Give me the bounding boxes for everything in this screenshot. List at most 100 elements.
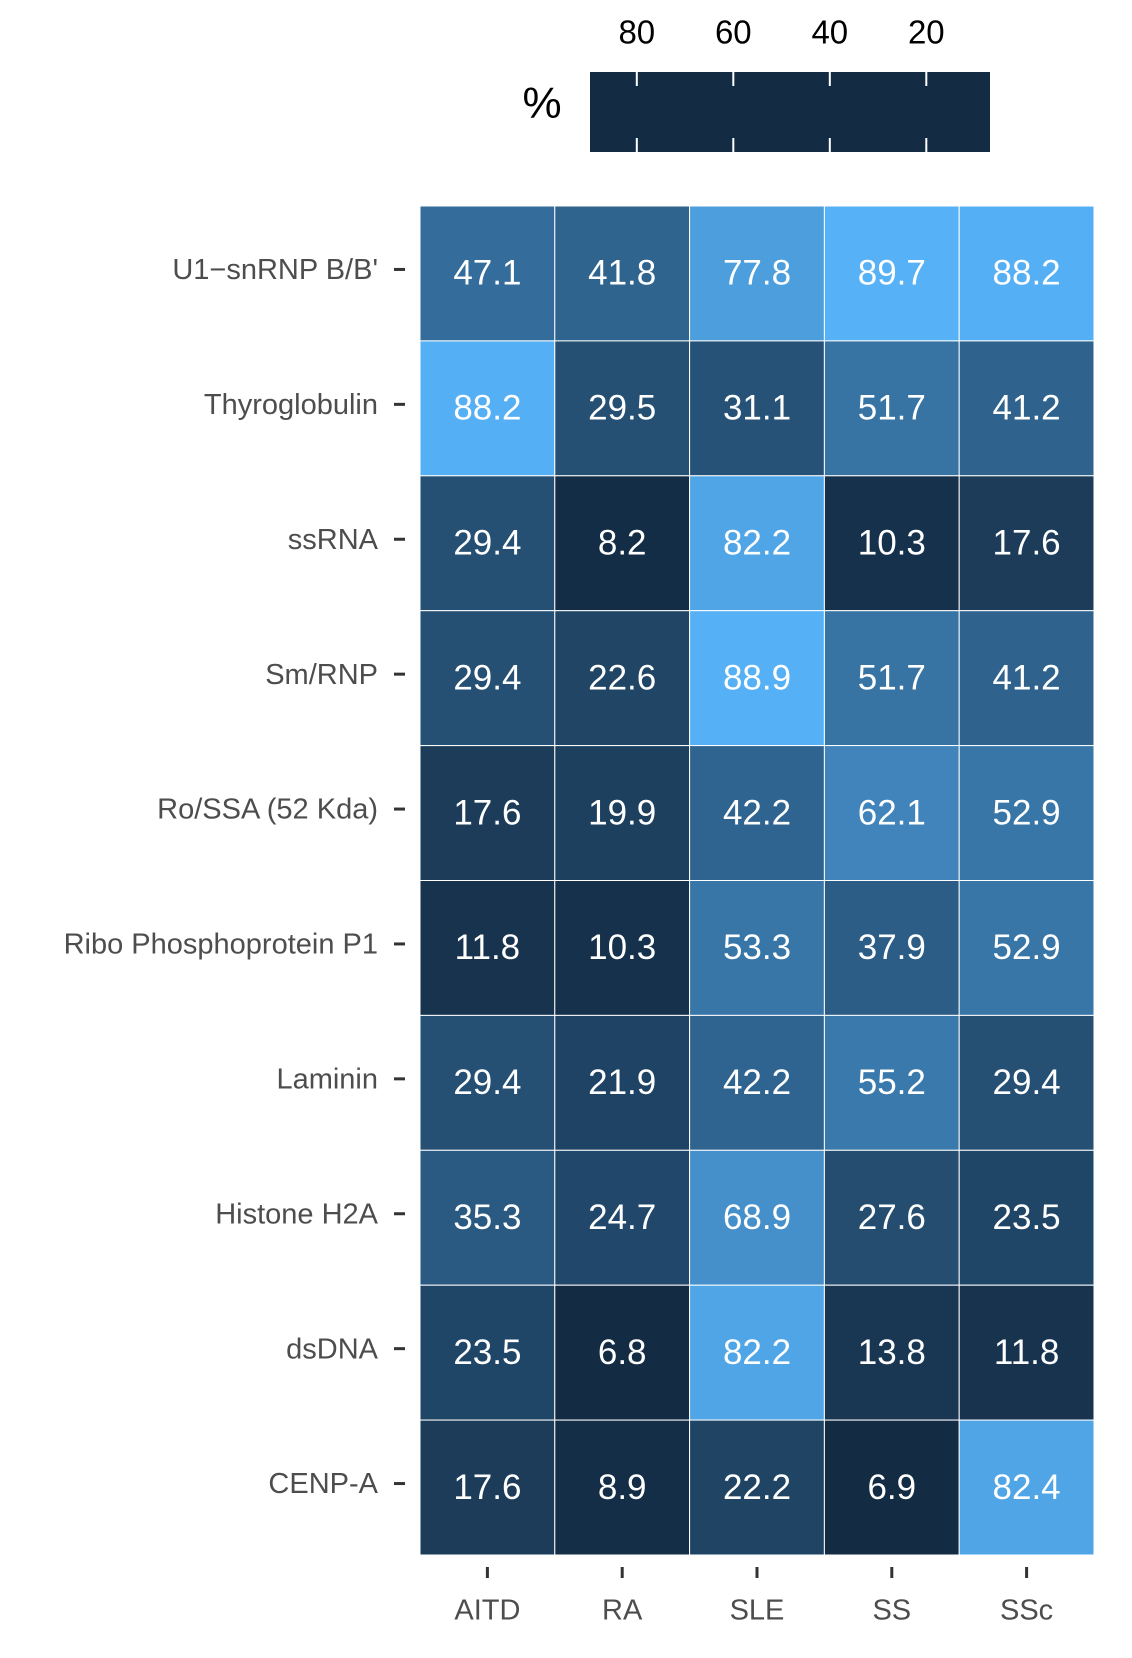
y-tick-label: Ribo Phosphoprotein P1 <box>64 929 378 961</box>
heatmap-cell <box>823 1149 960 1286</box>
cell-label: 22.6 <box>588 658 656 697</box>
cell-label: 22.2 <box>723 1468 791 1507</box>
cell-label: 42.2 <box>723 793 791 832</box>
cell-label: 55.2 <box>858 1063 926 1102</box>
cell-label: 88.2 <box>993 254 1061 293</box>
heatmap-cell <box>419 1419 556 1556</box>
cell-label: 52.9 <box>993 793 1061 832</box>
y-tick-label: dsDNA <box>286 1333 379 1365</box>
heatmap-cell <box>554 880 691 1016</box>
cell-label: 82.2 <box>723 1333 791 1372</box>
heatmap-cell <box>554 745 691 881</box>
cell-label: 88.2 <box>453 389 521 428</box>
heatmap-cell <box>823 475 960 612</box>
heatmap-cell <box>823 1419 960 1556</box>
heatmap-cell <box>958 340 1095 477</box>
heatmap-cell <box>958 205 1095 342</box>
cell-label: 51.7 <box>858 658 926 697</box>
heatmap-cell <box>689 1149 825 1286</box>
y-tick-label: Ro/SSA (52 Kda) <box>157 794 378 826</box>
cell-label: 11.8 <box>455 928 521 967</box>
x-tick-label: SSc <box>1000 1595 1053 1627</box>
heatmap-cell <box>419 610 556 747</box>
heatmap-cell <box>554 205 691 342</box>
cell-label: 41.2 <box>993 389 1061 428</box>
cell-label: 27.6 <box>858 1198 926 1237</box>
cell-label: 51.7 <box>858 389 926 428</box>
cell-label: 17.6 <box>993 524 1061 563</box>
colorbar <box>590 72 990 152</box>
cell-label: 37.9 <box>858 928 926 967</box>
heatmap-cell <box>689 1284 825 1421</box>
cell-label: 24.7 <box>588 1198 656 1237</box>
heatmap-cell <box>554 1149 691 1286</box>
heatmap-cell <box>689 610 825 747</box>
cell-label: 29.4 <box>453 1063 521 1102</box>
heatmap-cell <box>958 1284 1095 1421</box>
cell-label: 11.8 <box>994 1333 1060 1372</box>
heatmap-cell <box>554 1284 691 1421</box>
y-tick-label: Histone H2A <box>215 1198 378 1230</box>
colorbar-tick-label: 60 <box>715 14 752 51</box>
heatmap-cell <box>419 1014 556 1151</box>
heatmap-cell <box>958 745 1095 881</box>
heatmap-cell <box>958 1014 1095 1151</box>
cell-label: 8.2 <box>598 524 647 563</box>
x-tick-label: SS <box>872 1595 911 1627</box>
cell-label: 23.5 <box>453 1333 521 1372</box>
cell-label: 53.3 <box>723 928 791 967</box>
heatmap-cell <box>958 1149 1095 1286</box>
heatmap-cell <box>958 610 1095 747</box>
cell-label: 62.1 <box>858 793 926 832</box>
cell-label: 29.4 <box>453 658 521 697</box>
heatmap-cell <box>689 340 825 477</box>
y-tick-label: U1−snRNP B/B' <box>172 254 378 286</box>
heatmap-cell <box>689 745 825 881</box>
heatmap-cell <box>689 205 825 342</box>
heatmap-cell <box>554 475 691 612</box>
cell-label: 19.9 <box>588 793 656 832</box>
cell-label: 89.7 <box>858 254 926 293</box>
heatmap-cell <box>823 880 960 1016</box>
heatmap-cell <box>419 340 556 477</box>
colorbar-tick-label: 80 <box>618 14 655 51</box>
heatmap-cell <box>689 475 825 612</box>
heatmap-cell <box>419 745 556 881</box>
cell-label: 29.4 <box>453 524 521 563</box>
colorbar-tick-label: 20 <box>908 14 945 51</box>
heatmap-cell <box>823 205 960 342</box>
cell-label: 77.8 <box>723 254 791 293</box>
x-tick-label: SLE <box>730 1595 785 1627</box>
cell-label: 88.9 <box>723 658 791 697</box>
x-tick-label: AITD <box>454 1595 520 1627</box>
cell-label: 42.2 <box>723 1063 791 1102</box>
cell-label: 29.4 <box>993 1063 1061 1102</box>
heatmap-cell <box>958 475 1095 612</box>
cell-label: 10.3 <box>858 524 926 563</box>
heatmap-cell <box>958 880 1095 1016</box>
heatmap-cell <box>419 1149 556 1286</box>
cell-label: 8.9 <box>598 1468 647 1507</box>
heatmap-cell <box>689 880 825 1016</box>
y-tick-label: CENP-A <box>268 1468 378 1500</box>
cell-label: 17.6 <box>453 1468 521 1507</box>
cell-label: 82.4 <box>993 1468 1061 1507</box>
cell-label: 47.1 <box>453 254 521 293</box>
cell-label: 6.8 <box>598 1333 647 1372</box>
cell-label: 10.3 <box>588 928 656 967</box>
cell-label: 17.6 <box>453 793 521 832</box>
y-tick-label: Thyroglobulin <box>204 389 378 421</box>
cell-label: 68.9 <box>723 1198 791 1237</box>
cell-label: 23.5 <box>993 1198 1061 1237</box>
cell-label: 6.9 <box>867 1468 916 1507</box>
cell-label: 13.8 <box>858 1333 926 1372</box>
cell-label: 52.9 <box>993 928 1061 967</box>
heatmap-cell <box>689 1419 825 1556</box>
heatmap-cell <box>958 1419 1095 1556</box>
heatmap-cell <box>823 610 960 747</box>
cell-label: 35.3 <box>453 1198 521 1237</box>
heatmap-cell <box>554 1419 691 1556</box>
cell-label: 29.5 <box>588 389 656 428</box>
colorbar-title: % <box>522 79 561 128</box>
